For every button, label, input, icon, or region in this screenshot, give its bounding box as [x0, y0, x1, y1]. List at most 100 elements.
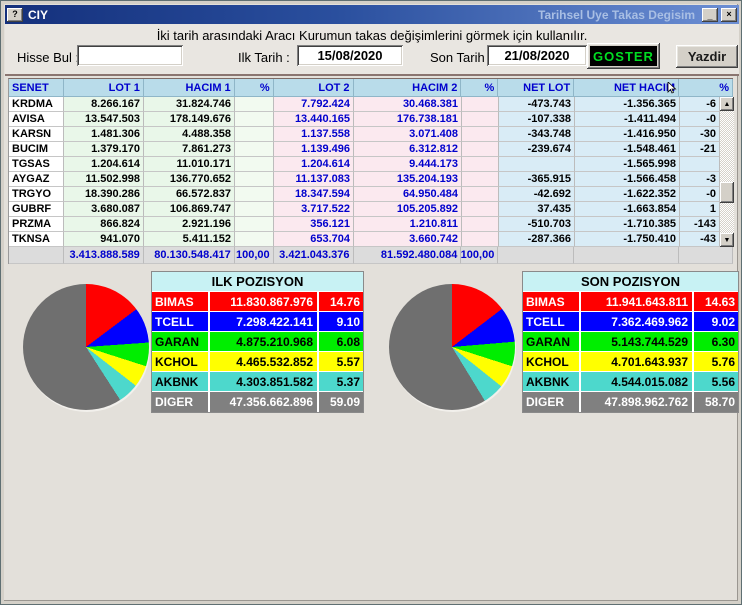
table-cell[interactable]: 37.435 — [499, 202, 575, 217]
table-cell[interactable]: 1.137.558 — [274, 127, 354, 142]
table-row[interactable]: PRZMA 866.824 2.921.196 356.121 1.210.811 -51… — [9, 217, 733, 232]
column-header-%-9[interactable]: % — [679, 79, 733, 97]
table-cell[interactable]: -1.622.352 — [575, 187, 680, 202]
help-icon[interactable]: ? — [7, 7, 23, 22]
table-cell[interactable]: 18.347.594 — [274, 187, 354, 202]
table-cell[interactable] — [462, 157, 499, 172]
table-cell[interactable]: -473.743 — [499, 97, 575, 112]
table-cell[interactable]: TKNSA — [9, 232, 64, 247]
table-cell[interactable]: TGSAS — [9, 157, 64, 172]
table-cell[interactable] — [235, 232, 274, 247]
table-cell[interactable] — [462, 127, 499, 142]
yazdir-button[interactable]: Yazdir — [676, 45, 738, 68]
table-cell[interactable]: -107.338 — [499, 112, 575, 127]
table-cell[interactable]: -0 — [680, 187, 720, 202]
table-cell[interactable] — [235, 127, 274, 142]
table-cell[interactable]: BUCIM — [9, 142, 64, 157]
table-cell[interactable]: -1.565.998 — [575, 157, 680, 172]
scrollbar-thumb[interactable] — [720, 182, 734, 203]
table-row[interactable]: TGSAS 1.204.614 11.010.171 1.204.614 9.444.1… — [9, 157, 733, 172]
table-cell[interactable]: -0 — [680, 112, 720, 127]
table-cell[interactable]: -1.416.950 — [575, 127, 680, 142]
table-cell[interactable]: 66.572.837 — [144, 187, 235, 202]
scroll-down-button[interactable]: ▼ — [720, 233, 734, 247]
table-cell[interactable]: -510.703 — [499, 217, 575, 232]
table-cell[interactable] — [499, 157, 575, 172]
table-cell[interactable] — [235, 172, 274, 187]
table-cell[interactable]: -1.750.410 — [575, 232, 680, 247]
table-cell[interactable]: -21 — [680, 142, 720, 157]
table-cell[interactable]: 1.379.170 — [64, 142, 144, 157]
column-header-hacim-1-2[interactable]: HACIM 1 — [143, 79, 235, 97]
hisse-bul-input[interactable] — [77, 45, 183, 66]
table-cell[interactable]: -343.748 — [499, 127, 575, 142]
table-cell[interactable] — [462, 97, 499, 112]
table-cell[interactable]: AYGAZ — [9, 172, 64, 187]
table-cell[interactable]: 7.861.273 — [144, 142, 235, 157]
table-cell[interactable] — [462, 172, 499, 187]
table-cell[interactable]: AVISA — [9, 112, 64, 127]
table-cell[interactable]: 3.660.742 — [354, 232, 462, 247]
column-header-lot-1-1[interactable]: LOT 1 — [63, 79, 144, 97]
minimize-button[interactable]: _ — [702, 7, 718, 22]
table-cell[interactable]: 3.717.522 — [274, 202, 354, 217]
table-cell[interactable]: 13.440.165 — [274, 112, 354, 127]
table-cell[interactable]: -1.663.854 — [575, 202, 680, 217]
table-cell[interactable]: 13.547.503 — [64, 112, 144, 127]
table-cell[interactable]: -43 — [680, 232, 720, 247]
table-cell[interactable]: -1.710.385 — [575, 217, 680, 232]
scrollbar-track[interactable] — [720, 111, 734, 233]
table-cell[interactable]: 5.411.152 — [144, 232, 235, 247]
table-cell[interactable]: -239.674 — [499, 142, 575, 157]
table-cell[interactable]: -1.548.461 — [575, 142, 680, 157]
table-cell[interactable]: 3.680.087 — [64, 202, 144, 217]
table-row[interactable]: KARSN 1.481.306 4.488.358 1.137.558 3.071.40… — [9, 127, 733, 142]
table-cell[interactable]: 136.770.652 — [144, 172, 235, 187]
column-header-hacim-2-5[interactable]: HACIM 2 — [353, 79, 462, 97]
goster-button[interactable]: GOSTER — [587, 43, 660, 69]
table-cell[interactable]: -6 — [680, 97, 720, 112]
table-cell[interactable] — [235, 157, 274, 172]
table-cell[interactable]: KARSN — [9, 127, 64, 142]
table-row[interactable]: AYGAZ 11.502.998 136.770.652 11.137.083 135.… — [9, 172, 733, 187]
table-cell[interactable]: -1.566.458 — [575, 172, 680, 187]
table-cell[interactable]: -3 — [680, 172, 720, 187]
table-cell[interactable]: 1.204.614 — [274, 157, 354, 172]
table-cell[interactable]: 1.210.811 — [354, 217, 462, 232]
table-cell[interactable]: 11.010.171 — [144, 157, 235, 172]
table-cell[interactable]: -30 — [680, 127, 720, 142]
table-cell[interactable] — [235, 187, 274, 202]
table-cell[interactable]: -287.366 — [499, 232, 575, 247]
table-row[interactable]: GUBRF 3.680.087 106.869.747 3.717.522 105.20… — [9, 202, 733, 217]
titlebar[interactable]: ? CIY Tarihsel Uye Takas Degisim _ × — [5, 5, 739, 24]
close-button[interactable]: × — [721, 7, 737, 22]
table-cell[interactable] — [235, 217, 274, 232]
table-cell[interactable]: 9.444.173 — [354, 157, 462, 172]
table-cell[interactable]: 64.950.484 — [354, 187, 462, 202]
table-cell[interactable]: 8.266.167 — [64, 97, 144, 112]
column-header-senet-0[interactable]: SENET — [9, 79, 64, 97]
table-cell[interactable]: -143 — [680, 217, 720, 232]
table-cell[interactable]: 6.312.812 — [354, 142, 462, 157]
scroll-up-button[interactable]: ▲ — [720, 97, 734, 111]
table-row[interactable]: BUCIM 1.379.170 7.861.273 1.139.496 6.312.81… — [9, 142, 733, 157]
table-cell[interactable]: 1.481.306 — [64, 127, 144, 142]
table-cell[interactable]: 105.205.892 — [354, 202, 462, 217]
table-cell[interactable]: 135.204.193 — [354, 172, 462, 187]
table-cell[interactable]: -365.915 — [499, 172, 575, 187]
vertical-scrollbar[interactable]: ▲ ▼ — [720, 97, 734, 247]
table-cell[interactable]: 1.204.614 — [64, 157, 144, 172]
son-tarih-input[interactable]: 21/08/2020 — [487, 45, 587, 66]
table-cell[interactable]: 356.121 — [274, 217, 354, 232]
table-cell[interactable]: 1 — [680, 202, 720, 217]
table-cell[interactable]: 4.488.358 — [144, 127, 235, 142]
table-cell[interactable]: 18.390.286 — [64, 187, 144, 202]
table-cell[interactable]: 30.468.381 — [354, 97, 462, 112]
table-cell[interactable] — [462, 142, 499, 157]
table-cell[interactable]: PRZMA — [9, 217, 64, 232]
table-cell[interactable]: 2.921.196 — [144, 217, 235, 232]
table-cell[interactable]: 7.792.424 — [274, 97, 354, 112]
table-cell[interactable]: 178.149.676 — [144, 112, 235, 127]
table-cell[interactable]: TRGYO — [9, 187, 64, 202]
table-cell[interactable]: 11.502.998 — [64, 172, 144, 187]
